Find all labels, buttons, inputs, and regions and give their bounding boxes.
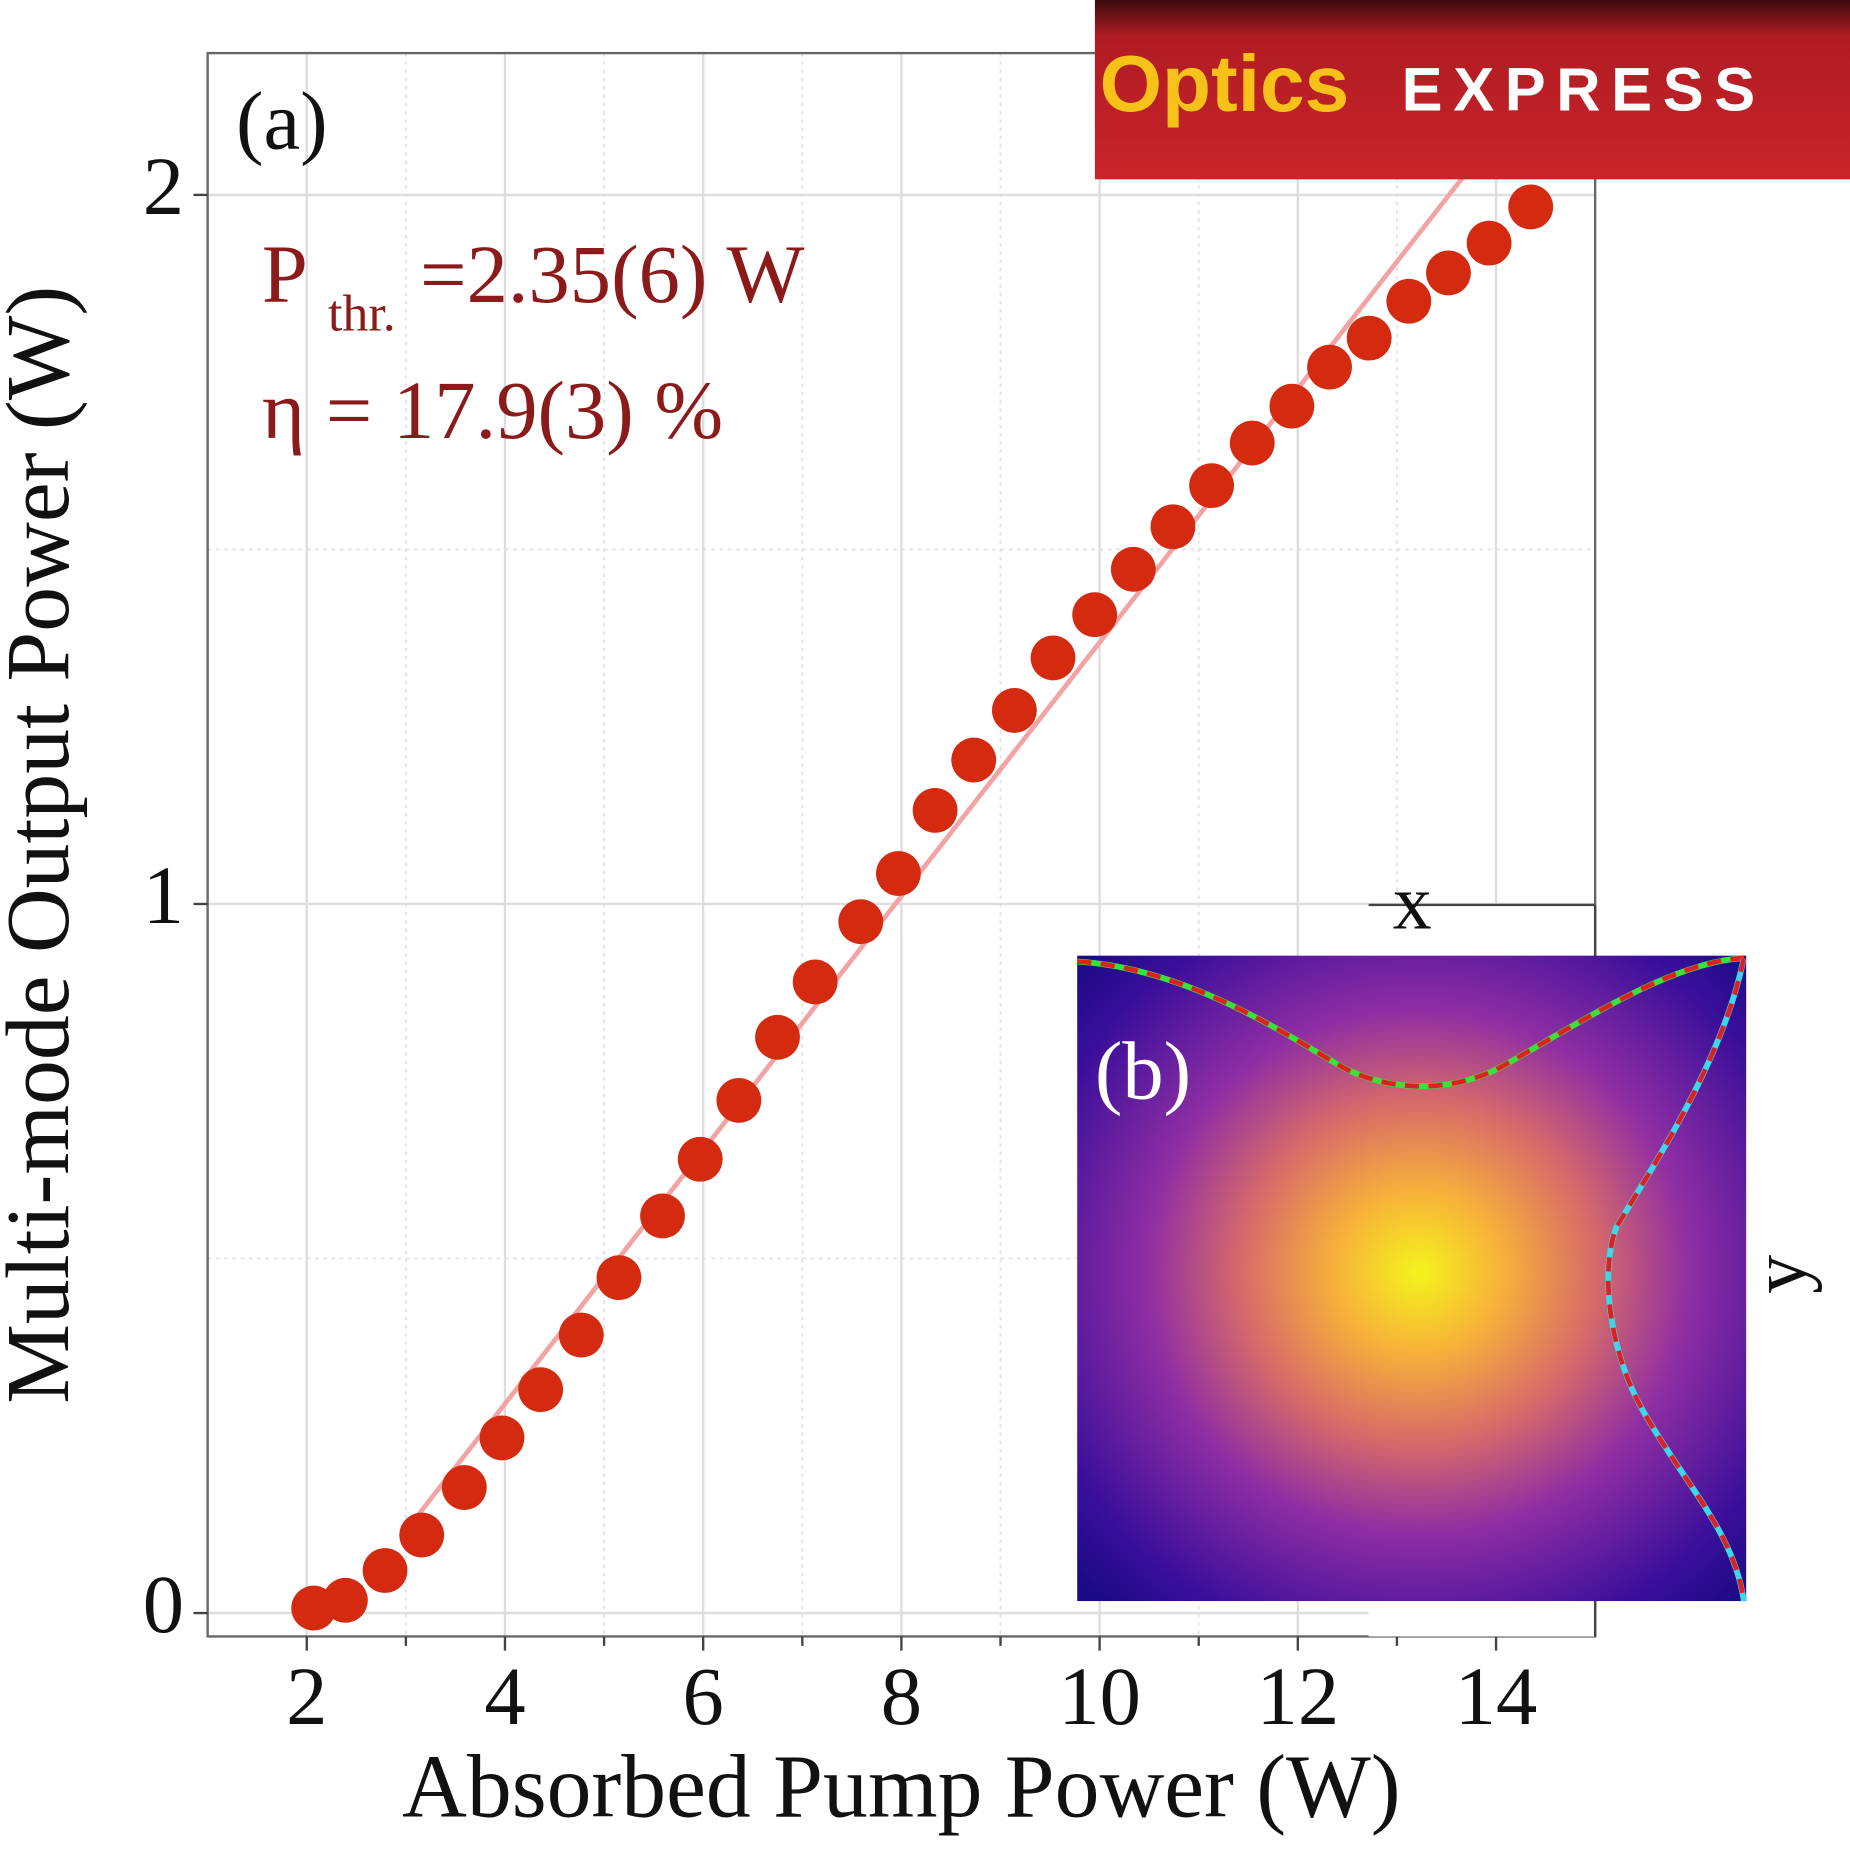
data-point — [677, 1136, 723, 1182]
inset-y-label: y — [1736, 1255, 1822, 1294]
x-tick-label: 12 — [1257, 1650, 1340, 1742]
data-point — [1508, 184, 1554, 230]
annotation: thr. — [328, 285, 396, 342]
data-point — [1150, 504, 1196, 550]
x-profile-fit — [1077, 955, 1744, 1089]
data-point — [399, 1512, 445, 1558]
data-point — [951, 737, 997, 783]
data-point — [755, 1014, 800, 1060]
data-point — [1466, 220, 1512, 266]
logo: Optics EXPRESS — [1094, 0, 1850, 180]
data-point — [792, 959, 838, 1005]
data-point — [441, 1465, 487, 1510]
y-tick-label: 1 — [143, 849, 184, 941]
x-tick-label: 4 — [484, 1650, 525, 1742]
data-point — [1072, 592, 1118, 638]
y-tick-label: 2 — [143, 140, 184, 232]
data-point — [991, 687, 1037, 733]
annotation: η = 17.9(3) % — [262, 364, 723, 456]
grid — [207, 53, 1596, 1637]
data-point — [1110, 546, 1156, 592]
x-tick-label: 14 — [1455, 1650, 1538, 1742]
y-profile-fit — [1605, 957, 1747, 1602]
data-point — [1346, 315, 1392, 361]
data-point — [1189, 463, 1235, 509]
annotation: =2.35(6) W — [420, 228, 805, 320]
data-point — [322, 1577, 368, 1623]
logo-background — [1094, 0, 1850, 180]
data-point — [1030, 635, 1076, 681]
data-point — [596, 1255, 642, 1301]
data-point — [479, 1415, 525, 1461]
data-point — [838, 899, 884, 945]
inset: x y (b) — [1077, 860, 1822, 1637]
annotation: P — [262, 228, 308, 320]
beam-profile — [1077, 955, 1747, 1602]
data-point — [558, 1312, 604, 1358]
y-axis-label: Multi-mode Output Power (W) — [0, 286, 88, 1404]
data-point — [1307, 344, 1352, 390]
marks — [291, 53, 1563, 1631]
panel-label: (a) — [236, 75, 328, 167]
data-point — [362, 1548, 408, 1593]
x-tick-label: 6 — [683, 1650, 724, 1742]
data-point — [876, 851, 921, 896]
x-tick-label: 2 — [286, 1650, 327, 1742]
inset-x-label: x — [1393, 860, 1432, 946]
data-point — [1229, 420, 1275, 466]
inset-panel-label: (b) — [1095, 1025, 1191, 1117]
data-point — [1386, 278, 1432, 324]
data-point — [640, 1193, 685, 1239]
y-tick-label: 0 — [143, 1558, 184, 1650]
data-point — [518, 1367, 564, 1413]
x-axis-label: Absorbed Pump Power (W) — [402, 1737, 1401, 1836]
data-point — [1426, 250, 1471, 296]
logo-word: Optics — [1100, 38, 1350, 128]
logo-word: EXPRESS — [1402, 56, 1766, 125]
data-point — [716, 1077, 762, 1123]
data-point — [1269, 383, 1315, 429]
x-tick-label: 10 — [1058, 1650, 1141, 1742]
x-tick-label: 8 — [881, 1650, 922, 1742]
data-point — [912, 787, 958, 833]
